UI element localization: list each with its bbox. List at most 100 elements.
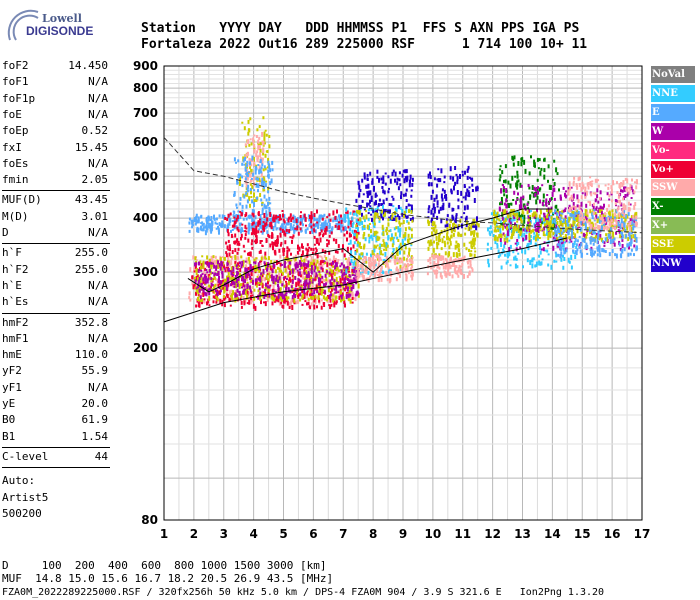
echo-point bbox=[232, 277, 235, 282]
echo-point bbox=[223, 215, 226, 219]
echo-point bbox=[454, 181, 457, 186]
echo-point bbox=[547, 235, 550, 241]
echo-point bbox=[470, 250, 473, 253]
echo-point bbox=[344, 225, 347, 229]
echo-point bbox=[572, 231, 575, 235]
echo-point bbox=[436, 241, 438, 245]
echo-point bbox=[435, 263, 438, 266]
header-columns: Station YYYY DAY DDD HHMMSS P1 FFS S AXN… bbox=[141, 21, 580, 36]
echo-point bbox=[355, 226, 358, 230]
echo-point bbox=[320, 277, 323, 282]
param-separator bbox=[2, 467, 110, 469]
echo-point bbox=[517, 252, 520, 255]
echo-point bbox=[253, 240, 256, 243]
echo-point bbox=[528, 232, 531, 238]
echo-point bbox=[235, 255, 238, 260]
echo-point bbox=[274, 251, 277, 256]
param-value: 14.450 bbox=[68, 59, 108, 72]
echo-point bbox=[268, 270, 271, 274]
echo-point bbox=[232, 266, 235, 272]
echo-point bbox=[243, 126, 246, 131]
echo-point bbox=[470, 225, 473, 230]
echo-point bbox=[383, 208, 386, 211]
echo-point bbox=[374, 272, 377, 276]
echo-point bbox=[411, 177, 414, 182]
echo-point bbox=[211, 272, 214, 275]
echo-point bbox=[261, 163, 264, 167]
echo-point bbox=[215, 300, 218, 304]
echo-point bbox=[265, 210, 268, 215]
echo-point bbox=[332, 210, 335, 216]
echo-point bbox=[393, 236, 396, 239]
echo-point bbox=[258, 267, 261, 270]
echo-point bbox=[429, 171, 431, 176]
echo-point bbox=[267, 186, 270, 191]
echo-point bbox=[516, 215, 519, 220]
echo-point bbox=[493, 218, 496, 222]
echo-point bbox=[207, 225, 210, 229]
echo-point bbox=[547, 253, 550, 256]
echo-point bbox=[376, 269, 379, 272]
echo-point bbox=[531, 185, 534, 190]
echo-point bbox=[321, 222, 323, 226]
echo-point bbox=[517, 230, 520, 234]
echo-point bbox=[538, 237, 541, 239]
echo-point bbox=[592, 211, 595, 215]
echo-point bbox=[348, 285, 351, 290]
param-separator bbox=[2, 312, 110, 314]
echo-point bbox=[624, 177, 627, 181]
echo-point bbox=[333, 272, 336, 277]
echo-point bbox=[592, 230, 595, 235]
echo-point bbox=[348, 274, 351, 277]
echo-point bbox=[376, 175, 379, 179]
echo-point bbox=[252, 303, 255, 309]
echo-point bbox=[569, 223, 572, 229]
echo-point bbox=[214, 284, 217, 289]
param-name: yE bbox=[2, 397, 16, 410]
param-row: M(D) 3.01 bbox=[2, 209, 108, 225]
echo-point bbox=[328, 234, 331, 238]
echo-point bbox=[276, 242, 279, 247]
echo-point bbox=[361, 267, 364, 272]
echo-point bbox=[464, 185, 466, 188]
echo-point bbox=[433, 197, 436, 202]
echo-point bbox=[578, 214, 581, 217]
echo-point bbox=[252, 172, 255, 177]
echo-point bbox=[614, 253, 617, 257]
echo-point bbox=[296, 225, 299, 231]
echo-point bbox=[429, 175, 432, 180]
echo-point bbox=[472, 242, 475, 246]
echo-point bbox=[195, 272, 198, 276]
echo-point bbox=[402, 169, 405, 173]
echo-point bbox=[351, 229, 354, 234]
echo-point bbox=[431, 207, 434, 210]
echo-point bbox=[237, 247, 240, 251]
echo-point bbox=[608, 228, 611, 231]
echo-point bbox=[368, 223, 371, 225]
echo-point bbox=[454, 264, 457, 269]
echo-point bbox=[244, 267, 247, 273]
param-value: 15.45 bbox=[74, 140, 108, 154]
echo-point bbox=[345, 283, 348, 289]
echo-point bbox=[397, 228, 400, 233]
echo-point bbox=[591, 203, 594, 207]
echo-point bbox=[347, 286, 350, 290]
echo-point bbox=[603, 249, 606, 253]
echo-point bbox=[234, 275, 237, 279]
echo-point bbox=[434, 224, 437, 229]
echo-point bbox=[290, 259, 293, 262]
echo-point bbox=[265, 213, 268, 217]
echo-point bbox=[287, 296, 290, 300]
echo-point bbox=[611, 222, 614, 225]
echo-point bbox=[267, 190, 270, 194]
echo-point bbox=[565, 194, 568, 197]
echo-point bbox=[301, 303, 304, 306]
echo-point bbox=[366, 192, 369, 198]
echo-point bbox=[242, 262, 245, 268]
echo-point bbox=[243, 163, 246, 166]
echo-point bbox=[405, 199, 408, 202]
echo-point bbox=[254, 170, 257, 175]
echo-point bbox=[204, 225, 207, 229]
echo-point bbox=[347, 261, 350, 266]
echo-point bbox=[315, 218, 318, 221]
